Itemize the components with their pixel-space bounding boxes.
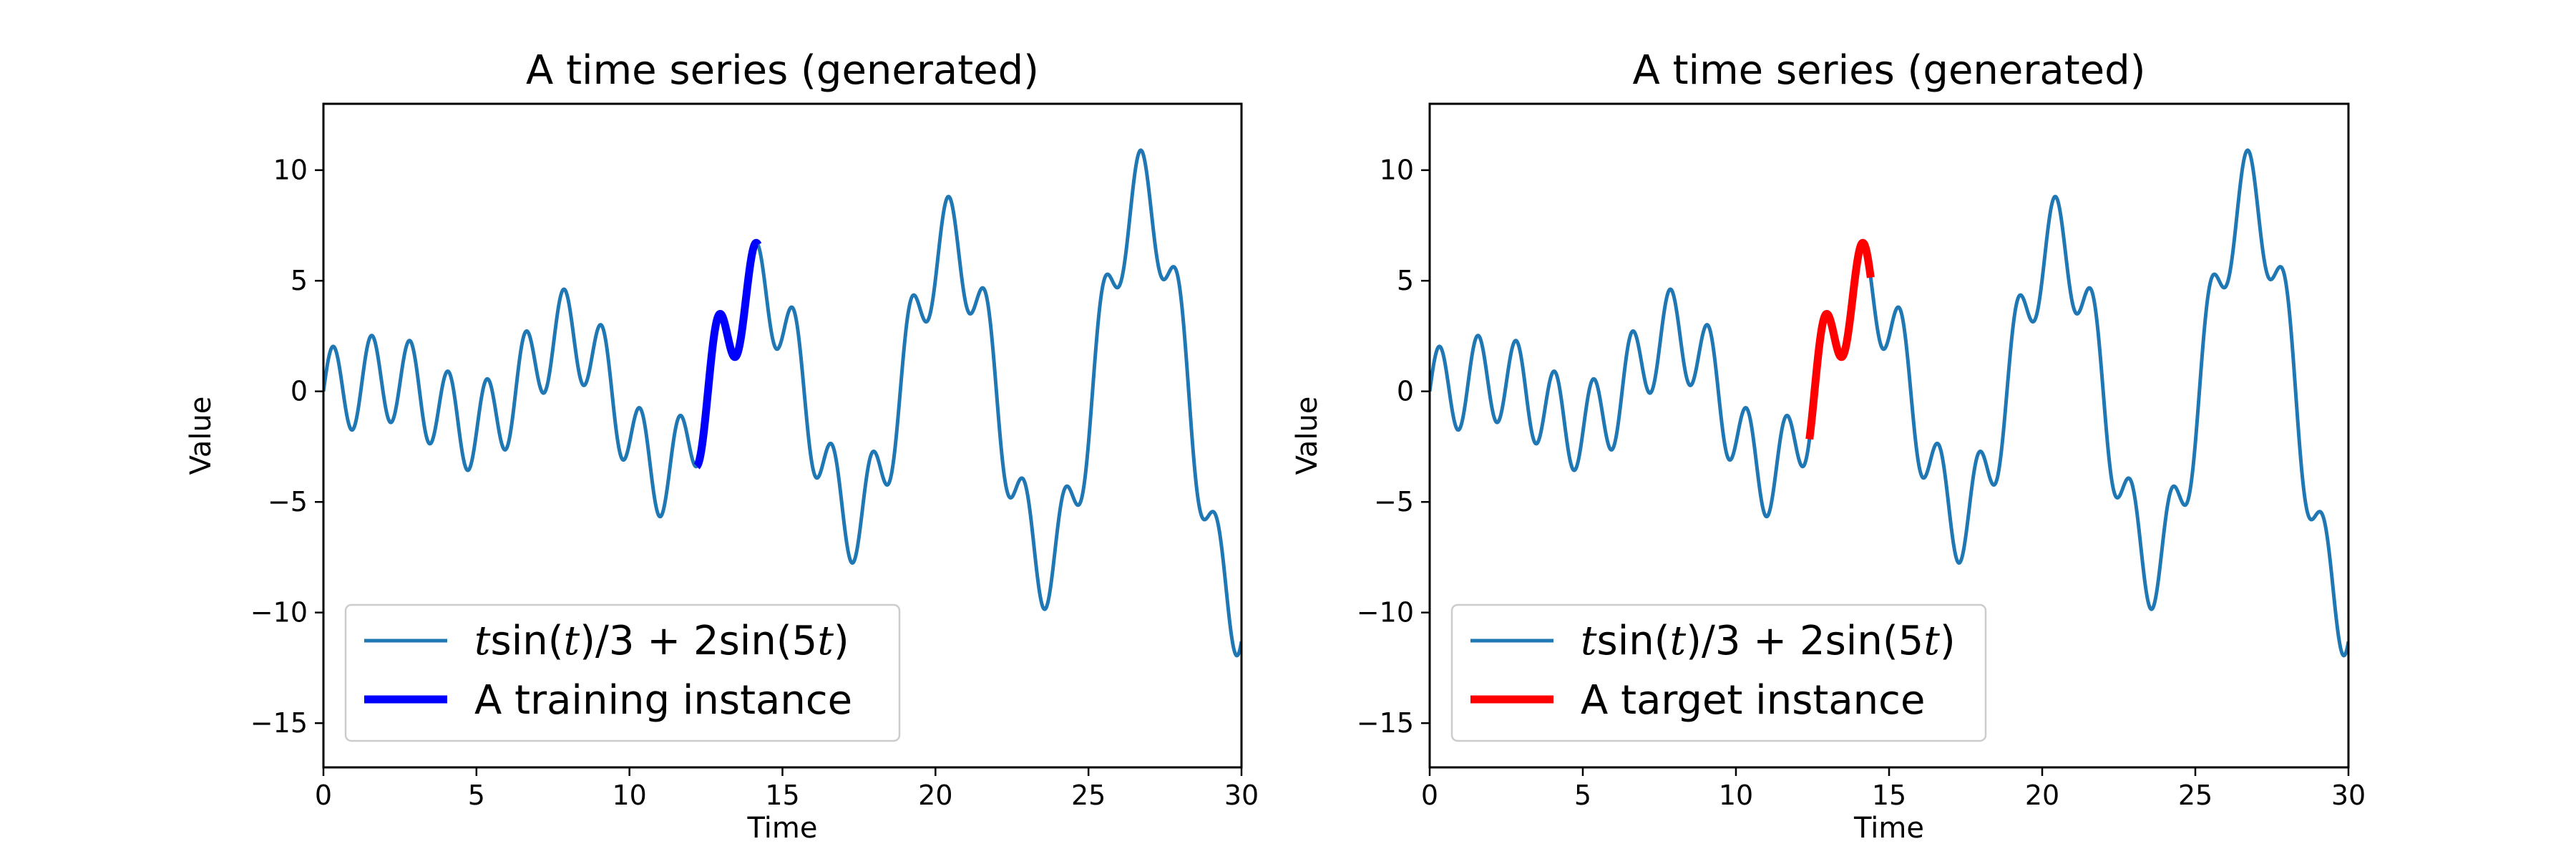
x-tick-label: 0	[1421, 780, 1438, 811]
y-tick-label: 10	[273, 155, 308, 186]
x-tick-label: 15	[765, 780, 799, 811]
legend: tsin(t)/3 + 2sin(5t) A training instance	[344, 603, 901, 742]
x-tick-label: 15	[1872, 780, 1906, 811]
x-axis-label: Time	[1853, 812, 1924, 845]
chart-panel-1: 0 5 10 15 20 25 30 −15 −10 −5 0 5 10 A time series (g…	[185, 47, 1259, 845]
x-tick-label: 10	[612, 780, 646, 811]
y-axis-label: Value	[1291, 397, 1324, 475]
legend: tsin(t)/3 + 2sin(5t) A target instance	[1450, 603, 1987, 742]
legend-frame	[1450, 603, 1987, 742]
y-tick-label: −10	[1357, 597, 1414, 629]
x-tick-label: 20	[2025, 780, 2059, 811]
y-tick-label: 5	[291, 265, 308, 296]
y-tick-label: −15	[250, 707, 308, 739]
x-tick-label: 5	[468, 780, 485, 811]
legend-frame	[344, 603, 901, 742]
x-tick-label: 10	[1719, 780, 1753, 811]
series-line-instance	[693, 238, 762, 470]
series-line-instance	[1805, 238, 1875, 442]
y-tick-label: 10	[1380, 155, 1414, 186]
y-tick-label: −10	[250, 597, 308, 629]
x-tick-label: 20	[918, 780, 952, 811]
x-tick-label: 25	[2178, 780, 2212, 811]
x-axis-label: Time	[747, 812, 818, 845]
legend-label-instance: A training instance	[474, 677, 852, 724]
y-tick-label: −5	[1374, 486, 1414, 518]
chart-title: A time series (generated)	[526, 47, 1039, 94]
legend-label-instance: A target instance	[1581, 677, 1925, 724]
y-axis-label: Value	[185, 397, 218, 475]
x-tick-label: 25	[1071, 780, 1106, 811]
x-tick-label: 5	[1574, 780, 1591, 811]
y-tick-label: 0	[291, 376, 308, 407]
legend-label-series: tsin(t)/3 + 2sin(5t)	[474, 618, 849, 664]
plot-area	[323, 148, 1241, 658]
y-tick-label: 0	[1397, 376, 1414, 407]
x-tick-label: 30	[2331, 780, 2366, 811]
y-tick-label: −15	[1357, 707, 1414, 739]
chart-title: A time series (generated)	[1632, 47, 2145, 94]
y-tick-label: −5	[268, 486, 308, 518]
x-tick-label: 30	[1224, 780, 1259, 811]
plot-area	[1430, 148, 2348, 658]
series-line-full	[323, 148, 1241, 658]
x-tick-label: 0	[315, 780, 332, 811]
chart-panel-2: 0 5 10 15 20 25 30 −15 −10 −5 0 5 10 A time series (g…	[1291, 47, 2366, 845]
series-line-full	[1430, 148, 2348, 658]
y-tick-label: 5	[1397, 265, 1414, 296]
legend-label-series: tsin(t)/3 + 2sin(5t)	[1581, 618, 1956, 664]
